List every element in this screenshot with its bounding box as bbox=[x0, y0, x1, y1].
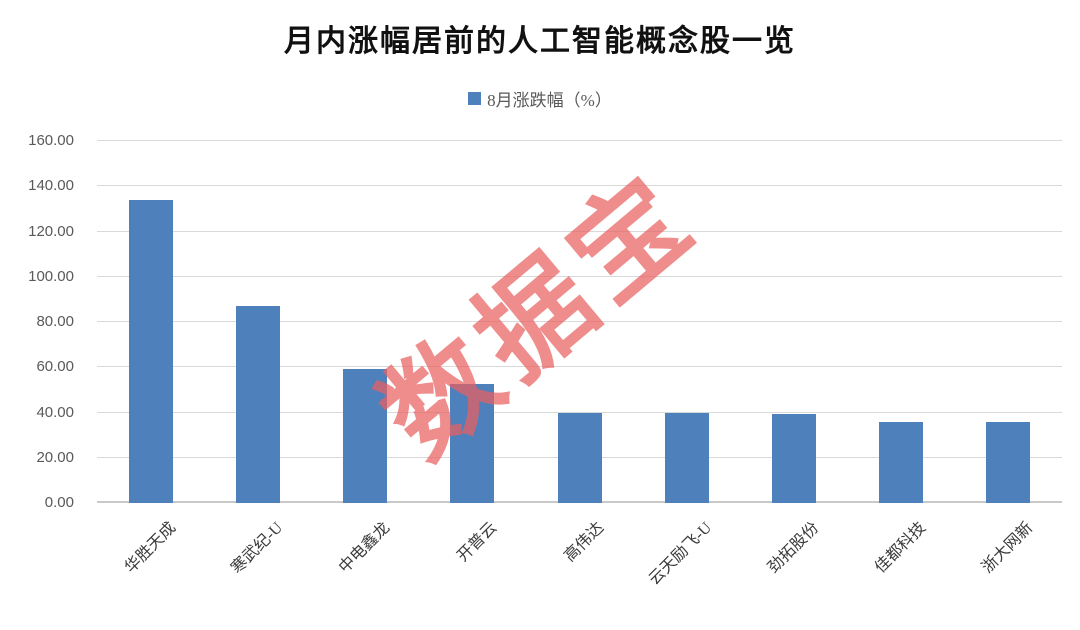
bar bbox=[343, 368, 388, 503]
x-category-label: 佳都科技 bbox=[872, 519, 930, 577]
plot-area bbox=[97, 140, 1062, 503]
y-tick-label: 60.00 bbox=[36, 358, 74, 376]
bar bbox=[235, 306, 280, 503]
y-tick-label: 0.00 bbox=[44, 494, 74, 511]
chart-title: 月内涨幅居前的人工智能概念股一览 bbox=[284, 25, 796, 58]
bar bbox=[557, 412, 602, 503]
y-tick-label: 80.00 bbox=[36, 313, 74, 330]
gridline bbox=[97, 411, 1062, 413]
legend-label: 8月涨跌幅（%） bbox=[487, 91, 612, 110]
x-category-label: 寒武纪-U bbox=[228, 519, 287, 578]
x-category-label: 劲拓股份 bbox=[764, 519, 823, 577]
legend-marker-square-icon bbox=[468, 92, 482, 105]
gridline bbox=[97, 366, 1062, 368]
x-category-label: 开普云 bbox=[454, 519, 501, 566]
bar bbox=[664, 413, 709, 503]
y-tick-label: 160.00 bbox=[28, 132, 74, 149]
y-tick-label: 100.00 bbox=[28, 267, 74, 285]
x-category-label: 华胜天成 bbox=[121, 519, 179, 577]
bar bbox=[879, 422, 924, 503]
x-category-label: 云天励飞-U bbox=[645, 519, 715, 589]
y-tick-label: 40.00 bbox=[36, 403, 74, 421]
gridline bbox=[97, 321, 1062, 322]
x-category-label: 高伟达 bbox=[561, 519, 608, 566]
gridline bbox=[97, 230, 1062, 232]
gridline bbox=[97, 275, 1062, 277]
y-tick-label: 140.00 bbox=[28, 177, 74, 195]
x-category-label: 浙大网新 bbox=[979, 519, 1037, 577]
y-tick-label: 20.00 bbox=[36, 448, 74, 466]
bar bbox=[128, 199, 173, 503]
y-axis-labels: 0.00 20.00 40.00 60.00 80.00 100.00 120.00 140.… bbox=[0, 133, 88, 510]
legend: 8月涨跌幅（%） bbox=[0, 86, 1080, 111]
bar bbox=[986, 422, 1031, 503]
gridline bbox=[97, 140, 1062, 141]
gridline bbox=[97, 185, 1062, 187]
y-tick-label: 120.00 bbox=[28, 222, 74, 240]
bar bbox=[450, 383, 495, 503]
x-category-label: 中电鑫龙 bbox=[336, 519, 394, 577]
bar bbox=[771, 413, 816, 503]
